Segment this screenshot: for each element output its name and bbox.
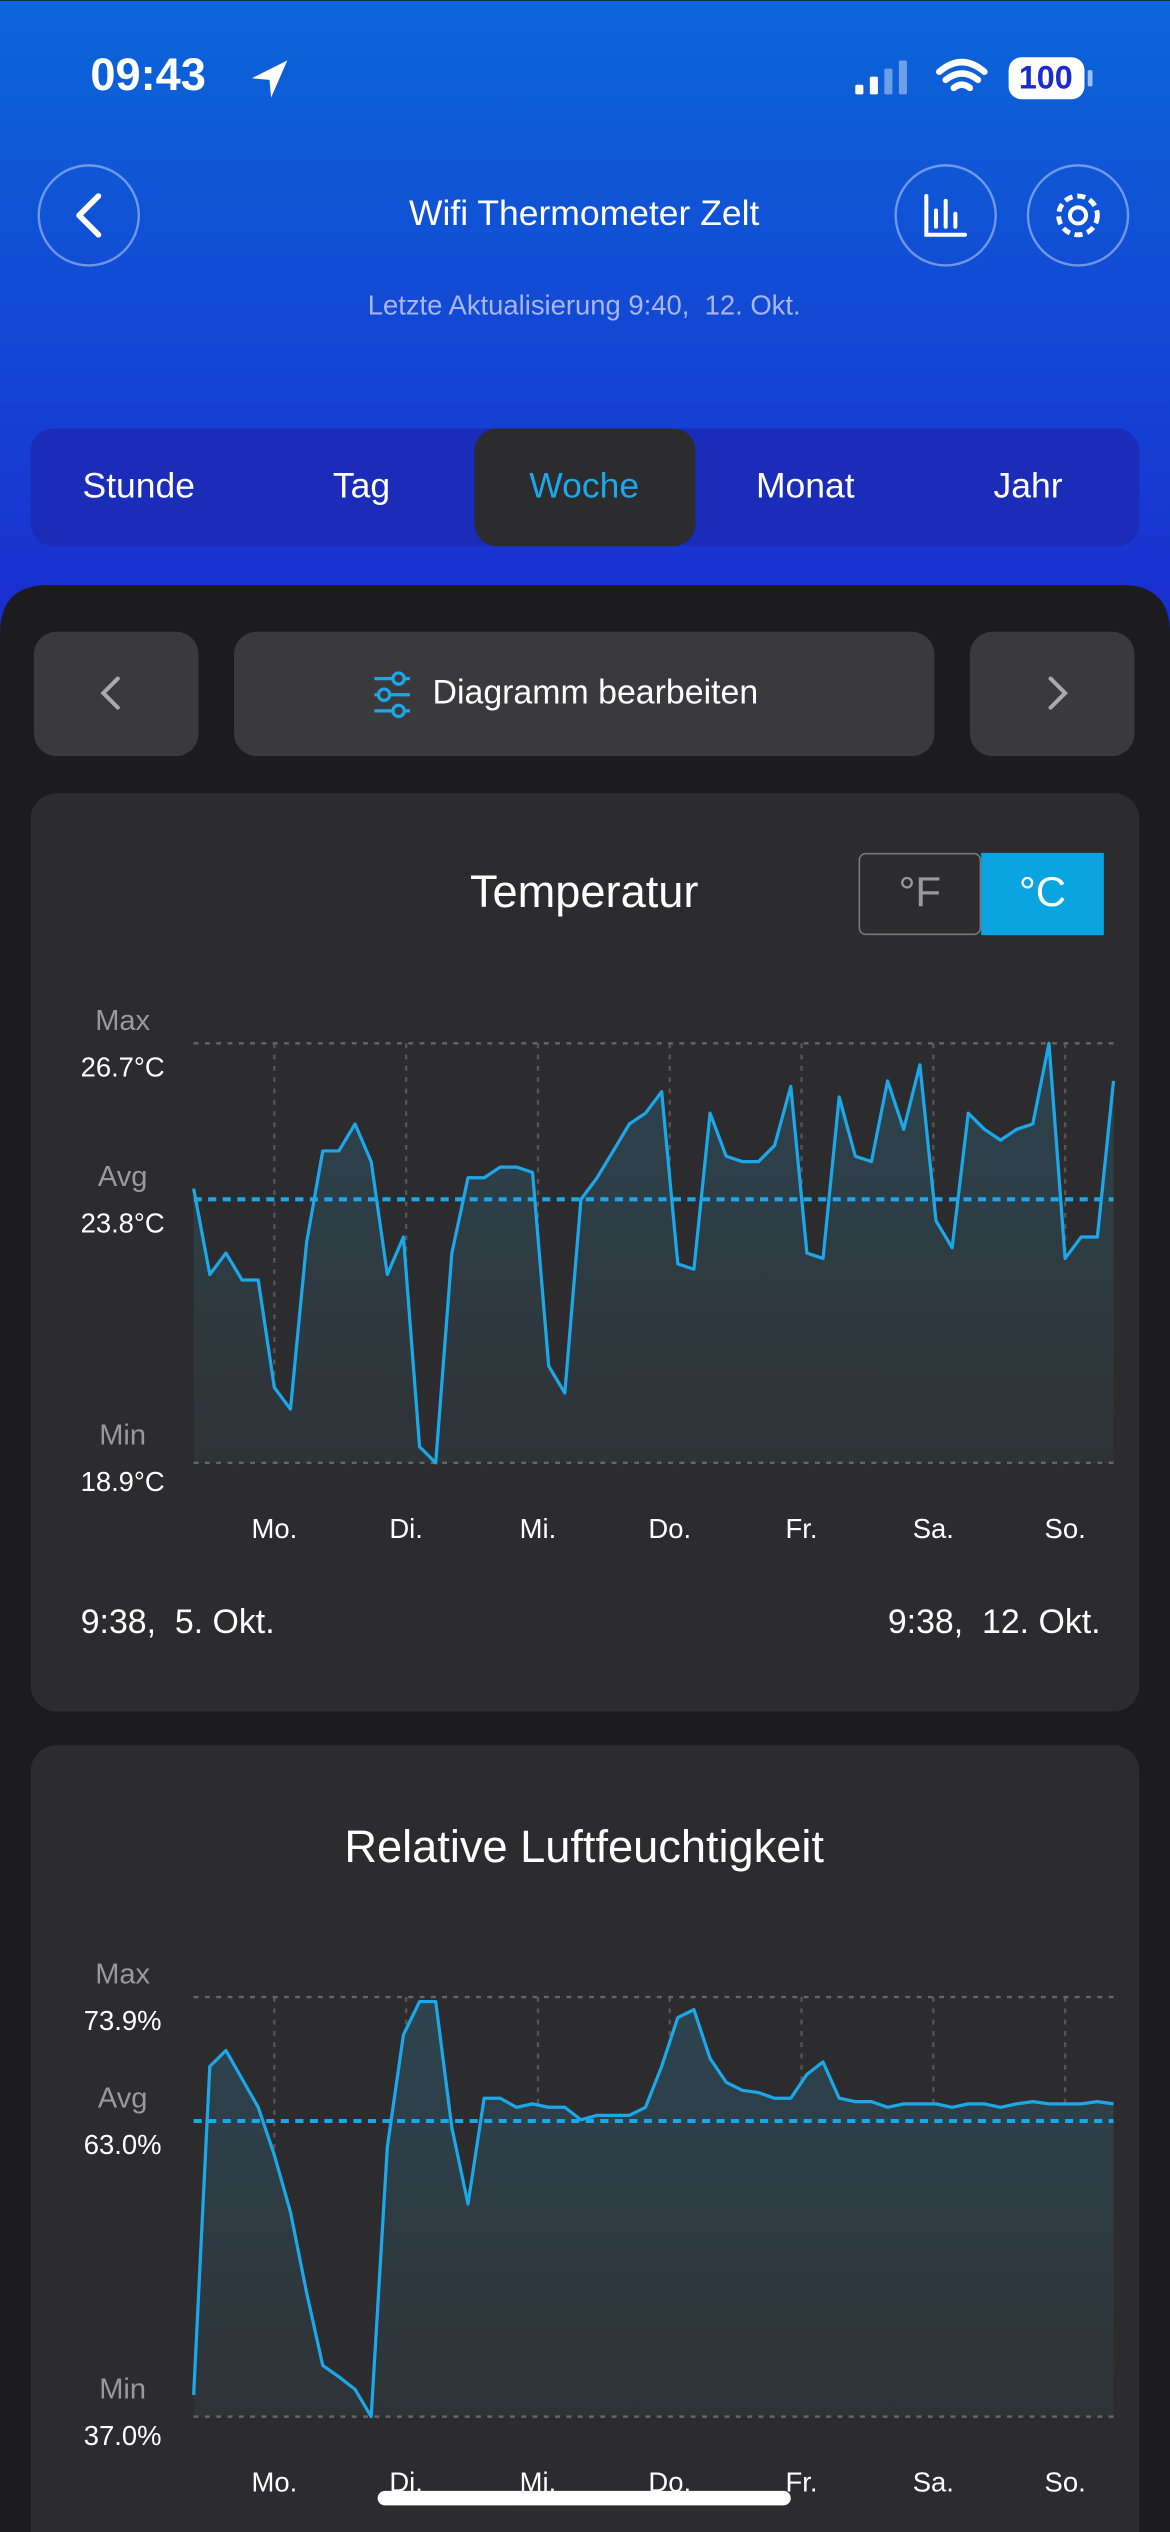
y-tick-title: Avg bbox=[98, 2083, 148, 2115]
y-tick-title: Min bbox=[99, 1420, 146, 1452]
y-tick-label: 26.7°C bbox=[81, 1051, 165, 1082]
range-start: 9:38, 5. Okt. bbox=[81, 1603, 275, 1641]
data-line bbox=[192, 1041, 1116, 1465]
settings-button[interactable] bbox=[1026, 164, 1130, 267]
wifi-icon bbox=[935, 58, 988, 92]
tab[interactable]: Stunde bbox=[83, 466, 196, 506]
prev-button[interactable] bbox=[33, 631, 199, 757]
y-tick-label: 18.9°C bbox=[81, 1466, 165, 1497]
y-tick-title: Avg bbox=[98, 1161, 148, 1193]
signal-icon bbox=[855, 60, 907, 95]
x-tick-label: Do. bbox=[648, 1513, 691, 1544]
edit-chart-label: Diagramm bearbeiten bbox=[432, 674, 758, 712]
active-tab-bg bbox=[474, 428, 696, 547]
battery-icon bbox=[1008, 57, 1085, 100]
chart-title: Relative Luftfeuchtigkeit bbox=[344, 1821, 824, 1872]
y-tick-label: 23.8°C bbox=[81, 1207, 165, 1238]
stats-button[interactable] bbox=[894, 164, 997, 267]
x-tick-label: Fr. bbox=[786, 2467, 818, 2498]
battery-level: 100 bbox=[1019, 59, 1073, 95]
x-tick-label: Sa. bbox=[913, 2467, 954, 2498]
data-line bbox=[192, 1999, 1114, 2419]
tab[interactable]: Woche bbox=[529, 466, 639, 506]
area-fill bbox=[193, 1043, 1114, 1463]
area-fill bbox=[193, 2001, 1114, 2417]
unit-option-bg[interactable] bbox=[858, 852, 982, 936]
location-icon bbox=[251, 60, 288, 98]
y-tick-label: 73.9% bbox=[84, 2005, 162, 2036]
x-tick-label: Mi. bbox=[520, 1513, 557, 1544]
battery-tip bbox=[1087, 70, 1093, 87]
unit-option[interactable]: °C bbox=[1019, 868, 1066, 915]
x-tick-label: So. bbox=[1045, 1513, 1086, 1544]
tab[interactable]: Jahr bbox=[993, 466, 1062, 506]
x-tick-label: Sa. bbox=[913, 1513, 954, 1544]
unit-option-bg[interactable] bbox=[981, 852, 1104, 936]
unit-option[interactable]: °F bbox=[899, 868, 941, 915]
next-button[interactable] bbox=[969, 631, 1135, 757]
chart-title: Temperatur bbox=[470, 866, 698, 917]
back-button[interactable] bbox=[37, 164, 140, 267]
y-tick-label: 63.0% bbox=[84, 2129, 162, 2160]
y-tick-label: 37.0% bbox=[84, 2420, 162, 2451]
device-title: Wifi Thermometer Zelt bbox=[409, 193, 760, 233]
x-tick-label: Fr. bbox=[786, 1513, 818, 1544]
tab[interactable]: Monat bbox=[756, 466, 855, 506]
x-tick-label: So. bbox=[1045, 2467, 1086, 2498]
y-tick-title: Max bbox=[95, 1959, 150, 1991]
home-indicator bbox=[377, 2490, 791, 2506]
last-update: Letzte Aktualisierung 9:40, 12. Okt. bbox=[368, 290, 801, 321]
clock: 09:43 bbox=[90, 49, 206, 100]
tab[interactable]: Tag bbox=[333, 466, 390, 506]
edit-chart-button[interactable]: Diagramm bearbeiten bbox=[234, 631, 935, 757]
y-tick-title: Max bbox=[95, 1005, 150, 1037]
x-tick-label: Mo. bbox=[251, 1513, 297, 1544]
x-tick-label: Di. bbox=[389, 1513, 423, 1544]
range-end: 9:38, 12. Okt. bbox=[888, 1603, 1101, 1641]
x-tick-label: Mo. bbox=[251, 2467, 297, 2498]
y-tick-title: Min bbox=[99, 2373, 146, 2405]
